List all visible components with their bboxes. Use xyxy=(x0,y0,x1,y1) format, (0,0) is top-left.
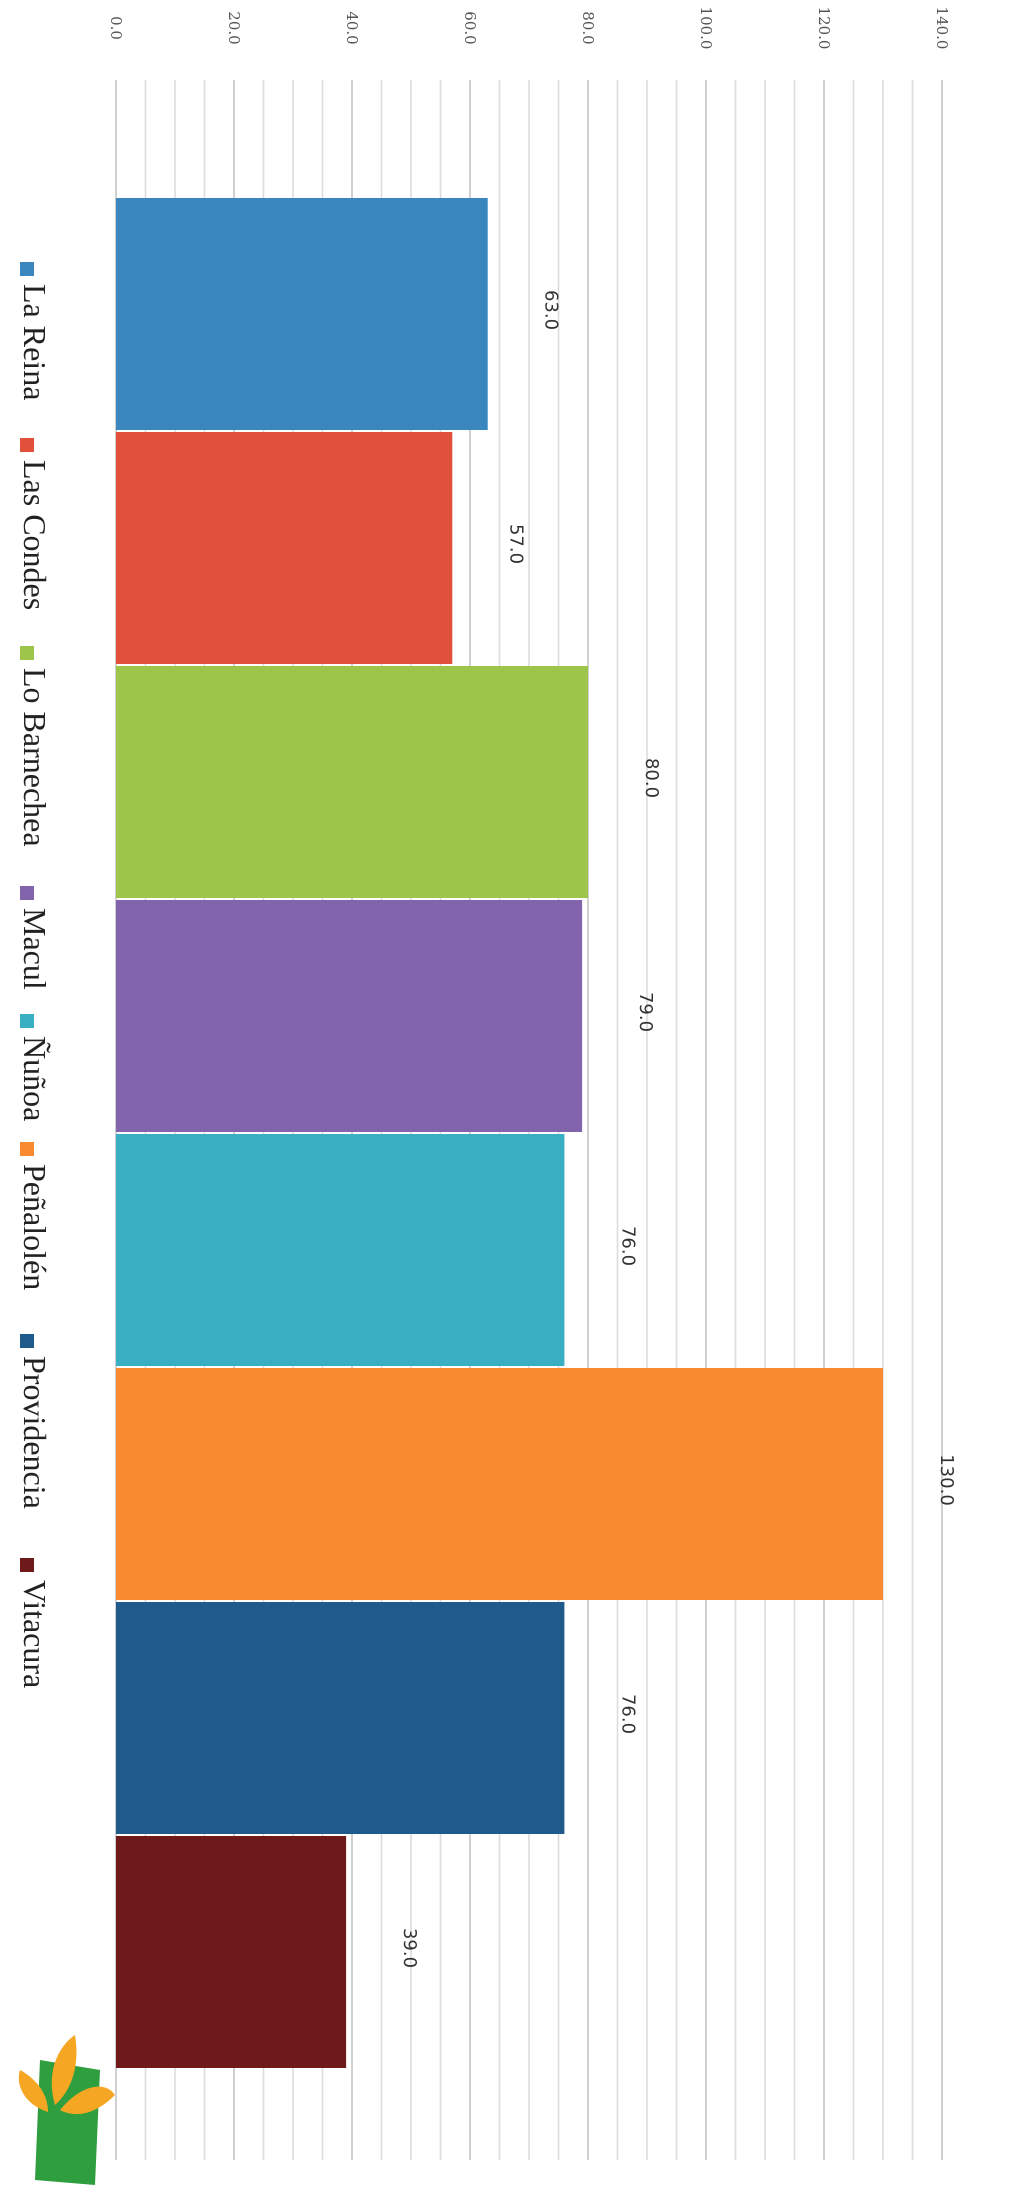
data-label: 76.0 xyxy=(617,1694,638,1734)
data-label: 79.0 xyxy=(635,992,656,1032)
bar xyxy=(116,1368,883,1600)
value-axis-ticks: 0.0 20.0 40.0 60.0 80.0 100.0 120.0 140.0 xyxy=(107,7,951,50)
legend-label: Ñuñoa xyxy=(17,1036,53,1121)
legend-item: Ñuñoa xyxy=(17,1014,53,1121)
leaf-logo-icon xyxy=(18,2035,115,2185)
legend: La Reina Las Condes Lo Barnechea Macul Ñuñoa… xyxy=(17,262,53,1688)
legend-item: Providencia xyxy=(17,1334,53,1509)
data-label: 76.0 xyxy=(617,1226,638,1266)
tick-label: 140.0 xyxy=(933,7,951,50)
bar xyxy=(116,198,488,430)
tick-label: 20.0 xyxy=(225,11,243,44)
legend-label: Lo Barnechea xyxy=(17,668,53,847)
bar xyxy=(116,666,588,898)
legend-label: La Reina xyxy=(17,284,53,400)
bar xyxy=(116,1134,565,1366)
legend-label: Macul xyxy=(17,908,53,990)
legend-swatch xyxy=(20,438,34,452)
legend-swatch xyxy=(20,1014,34,1028)
bars xyxy=(116,198,883,2068)
legend-item: Las Condes xyxy=(17,438,53,610)
tick-label: 120.0 xyxy=(815,7,833,50)
data-label: 57.0 xyxy=(505,524,526,564)
legend-swatch xyxy=(20,646,34,660)
legend-item: Vitacura xyxy=(17,1558,53,1688)
legend-label: Las Condes xyxy=(17,460,53,610)
tick-label: 40.0 xyxy=(343,11,361,44)
bar xyxy=(116,1836,347,2068)
tick-label: 80.0 xyxy=(579,11,597,44)
legend-swatch xyxy=(20,1334,34,1348)
legend-label: Vitacura xyxy=(17,1580,53,1688)
data-label: 80.0 xyxy=(641,758,662,798)
legend-label: Peñalolén xyxy=(17,1164,53,1290)
tick-label: 60.0 xyxy=(461,11,479,44)
data-label: 63.0 xyxy=(541,290,562,330)
legend-swatch xyxy=(20,1558,34,1572)
legend-item: Macul xyxy=(17,886,53,990)
data-labels: 63.0 57.0 80.0 79.0 76.0 130.0 76.0 39.0 xyxy=(399,290,957,1968)
legend-swatch xyxy=(20,886,34,900)
legend-item: La Reina xyxy=(17,262,53,400)
bar xyxy=(116,900,583,1132)
tick-label: 100.0 xyxy=(697,7,715,50)
legend-label: Providencia xyxy=(17,1356,53,1509)
legend-item: Lo Barnechea xyxy=(17,646,53,847)
bar xyxy=(116,1602,565,1834)
legend-swatch xyxy=(20,1142,34,1156)
bar xyxy=(116,432,453,664)
legend-swatch xyxy=(20,262,34,276)
data-label: 130.0 xyxy=(936,1454,957,1506)
tick-label: 0.0 xyxy=(107,16,125,40)
data-label: 39.0 xyxy=(399,1928,420,1968)
legend-item: Peñalolén xyxy=(17,1142,53,1290)
